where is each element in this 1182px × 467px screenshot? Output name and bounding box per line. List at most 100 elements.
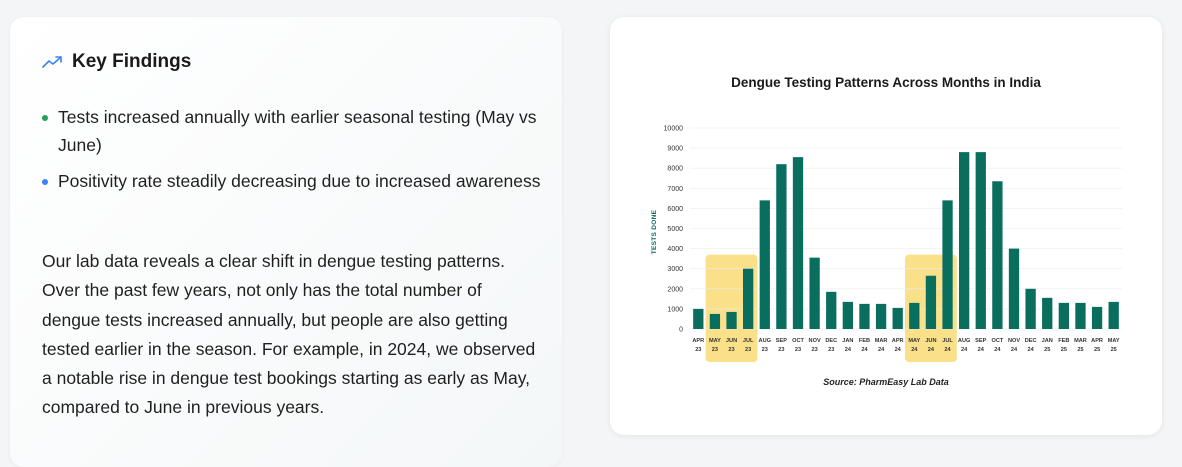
chart-source: Source: PharmEasy Lab Data	[823, 377, 949, 387]
x-tick-label: 24	[845, 347, 852, 353]
x-tick-label: 23	[778, 347, 784, 353]
bar	[1058, 302, 1069, 329]
x-tick-label: MAR	[1074, 338, 1087, 344]
finding-item: Positivity rate steadily decreasing due …	[42, 167, 542, 195]
x-tick-label: JAN	[842, 338, 853, 344]
x-tick-label: AUG	[958, 338, 970, 344]
bar	[909, 302, 920, 329]
y-tick-label: 9000	[667, 146, 683, 153]
x-tick-label: 24	[895, 347, 902, 353]
y-tick-label: 10000	[664, 126, 684, 133]
x-tick-label: 23	[811, 347, 817, 353]
x-tick-label: 23	[728, 347, 734, 353]
bar	[842, 301, 853, 329]
x-tick-label: MAY	[709, 338, 721, 344]
y-tick-label: 2000	[667, 286, 683, 293]
x-tick-label: JUN	[925, 338, 936, 344]
key-findings-header: Key Findings	[42, 51, 191, 73]
y-tick-label: 1000	[667, 306, 683, 313]
x-tick-label: JUN	[726, 338, 737, 344]
bar	[743, 268, 754, 329]
x-tick-label: APR	[1091, 338, 1103, 344]
key-findings-title: Key Findings	[72, 51, 192, 72]
x-tick-label: 23	[745, 347, 751, 353]
x-tick-label: MAY	[1108, 338, 1120, 344]
bar	[792, 157, 804, 329]
bar	[1042, 297, 1053, 329]
x-tick-label: SEP	[975, 338, 986, 344]
y-axis-label: TESTS DONE	[651, 209, 658, 254]
bar	[992, 181, 1003, 329]
x-tick-label: 24	[928, 347, 935, 353]
y-tick-label: 0	[679, 327, 683, 334]
bar	[759, 200, 770, 329]
finding-item: Tests increased annually with earlier se…	[42, 103, 542, 159]
x-tick-label: 24	[944, 347, 951, 353]
y-tick-group: 0 1000 2000 3000 4000 5000 6000 7000 8000 9000 100…	[664, 126, 684, 334]
y-tick-label: 7000	[667, 186, 683, 193]
x-tick-label: 23	[762, 347, 768, 353]
chart-title: Dengue Testing Patterns Across Months in…	[731, 75, 1041, 90]
x-tick-label: 25	[1111, 347, 1117, 353]
x-tick-label: APR	[692, 338, 704, 344]
finding-text: Positivity rate steadily decreasing due …	[58, 171, 541, 191]
x-tick-label: 25	[1061, 347, 1067, 353]
x-tick-label: 23	[712, 347, 718, 353]
findings-paragraph: Our lab data reveals a clear shift in de…	[42, 251, 536, 418]
bar	[709, 313, 721, 329]
x-tick-label: SEP	[776, 338, 787, 344]
x-tick-label: 25	[1044, 347, 1050, 353]
bar-group	[693, 152, 1119, 329]
x-tick-label: JUL	[942, 338, 953, 344]
x-tick-label: 24	[878, 347, 885, 353]
y-tick-label: 6000	[667, 206, 683, 213]
x-tick-label: 25	[1077, 347, 1083, 353]
x-tick-label: NOV	[809, 338, 821, 344]
y-tick-label: 3000	[667, 266, 683, 273]
trending-up-icon	[42, 54, 64, 70]
x-tick-label: 23	[695, 347, 701, 353]
bar	[1091, 306, 1103, 329]
bullet-icon	[42, 115, 48, 121]
x-tick-label: 24	[994, 347, 1001, 353]
bar	[959, 152, 970, 329]
bar	[975, 152, 986, 329]
findings-list: Tests increased annually with earlier se…	[42, 103, 542, 203]
bar	[826, 291, 837, 329]
x-tick-label: 24	[1027, 347, 1034, 353]
bar	[859, 303, 870, 329]
x-tick-label: DEC	[1025, 338, 1037, 344]
x-tick-label: 24	[1011, 347, 1018, 353]
x-tick-label: FEB	[859, 338, 870, 344]
x-tick-label: NOV	[1008, 338, 1020, 344]
dengue-chart: Dengue Testing Patterns Across Months in…	[651, 75, 1122, 387]
x-tick-label: 24	[861, 347, 868, 353]
bar	[1025, 288, 1036, 329]
x-tick-label: AUG	[759, 338, 771, 344]
x-tick-group: APR 23 MAY 23 JUN 23 JUL 23 AUG 23 SEP 23 OCT 23 NOV 23…	[692, 338, 1120, 353]
bar	[693, 308, 704, 329]
finding-text: Tests increased annually with earlier se…	[58, 107, 537, 155]
y-tick-label: 5000	[667, 226, 683, 233]
x-tick-label: 23	[795, 347, 801, 353]
bar	[809, 257, 820, 329]
x-tick-label: 24	[978, 347, 985, 353]
x-tick-label: 25	[1094, 347, 1100, 353]
bar	[776, 164, 787, 329]
x-tick-label: FEB	[1058, 338, 1069, 344]
x-tick-label: DEC	[825, 338, 837, 344]
x-tick-label: 24	[911, 347, 918, 353]
x-tick-label: 23	[828, 347, 834, 353]
x-tick-label: APR	[892, 338, 904, 344]
bar	[875, 303, 887, 329]
x-tick-label: OCT	[991, 338, 1003, 344]
x-tick-label: MAR	[875, 338, 888, 344]
chart-card: Dengue Testing Patterns Across Months in…	[610, 17, 1162, 435]
x-tick-label: MAY	[908, 338, 920, 344]
y-tick-label: 4000	[667, 246, 683, 253]
key-findings-card: Key Findings Tests increased annually wi…	[10, 17, 562, 467]
x-tick-label: JUL	[743, 338, 754, 344]
x-tick-label: 24	[961, 347, 968, 353]
y-tick-label: 8000	[667, 166, 683, 173]
bar	[942, 200, 953, 329]
